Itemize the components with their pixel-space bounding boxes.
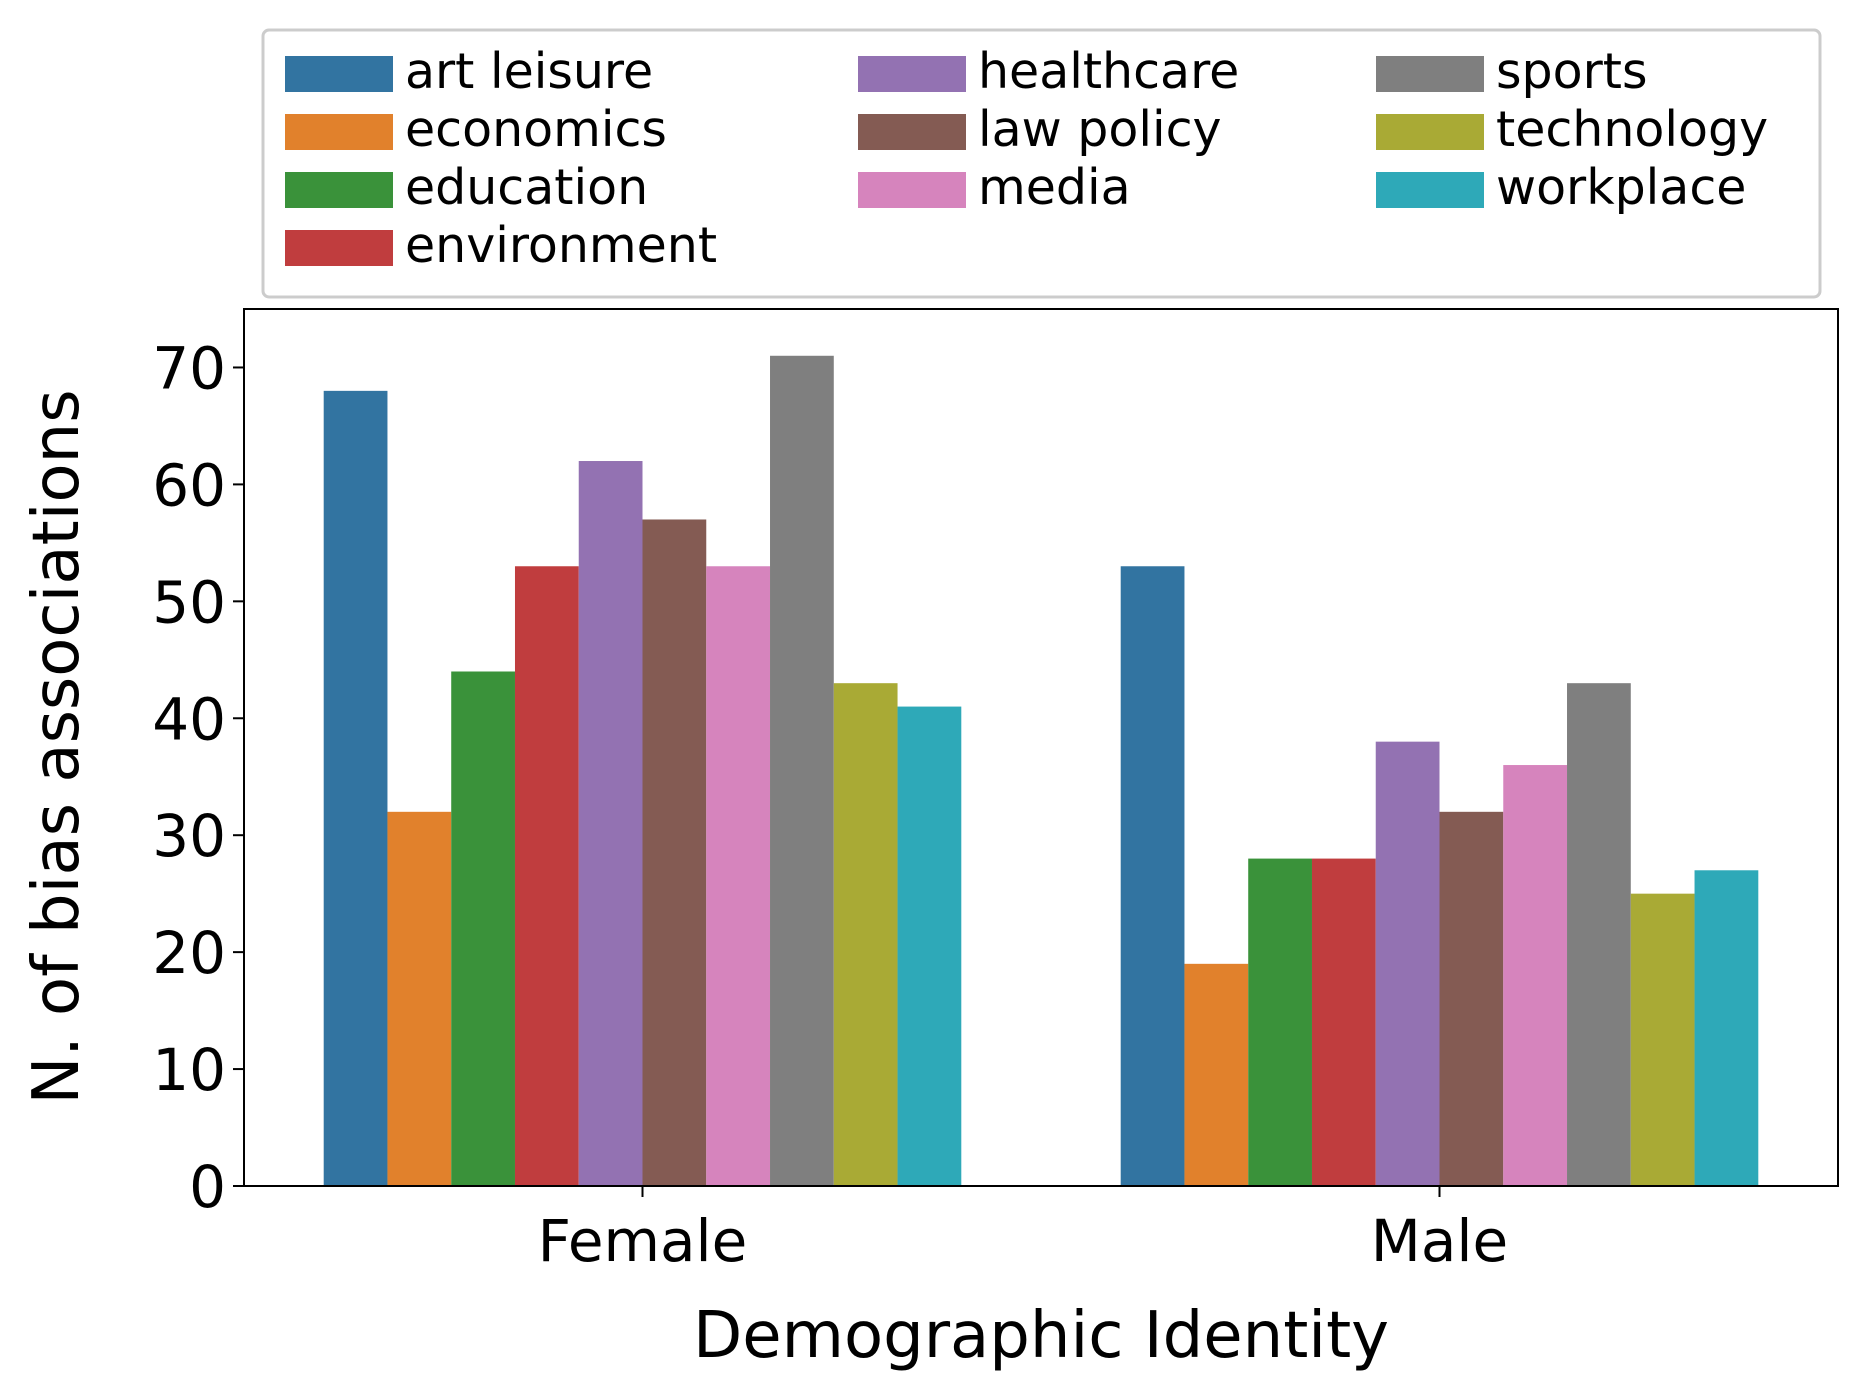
plot-frame bbox=[243, 308, 1839, 1187]
legend-swatch bbox=[1376, 172, 1484, 208]
bar-male-law-policy bbox=[1439, 811, 1504, 1186]
bar-female-economics bbox=[387, 811, 452, 1186]
bar-male-art-leisure bbox=[1120, 566, 1185, 1186]
legend-swatch bbox=[858, 172, 966, 208]
legend-label: sports bbox=[1496, 43, 1648, 100]
legend-label: law policy bbox=[978, 101, 1222, 158]
y-tick-label: 40 bbox=[152, 685, 226, 753]
legend: art leisureeconomicseducationenvironment… bbox=[261, 28, 1822, 299]
legend-item-art-leisure: art leisure bbox=[285, 43, 653, 100]
legend-swatch bbox=[858, 56, 966, 92]
legend-swatch bbox=[285, 56, 393, 92]
y-tick-label: 20 bbox=[152, 919, 226, 987]
legend-label: healthcare bbox=[978, 43, 1239, 100]
bar-male-healthcare bbox=[1375, 741, 1440, 1186]
legend-swatch bbox=[285, 230, 393, 266]
x-axis-label: Demographic Identity bbox=[693, 1299, 1389, 1373]
bar-male-environment bbox=[1311, 858, 1376, 1186]
legend-item-sports: sports bbox=[1376, 43, 1648, 100]
legend-item-education: education bbox=[285, 159, 648, 216]
y-axis-label: N. of bias associations bbox=[20, 389, 94, 1104]
bar-female-workplace bbox=[897, 706, 962, 1186]
y-tick-label: 30 bbox=[152, 802, 226, 870]
bar-female-education bbox=[451, 671, 515, 1186]
bar-female-technology bbox=[833, 683, 898, 1186]
legend-swatch bbox=[1376, 114, 1484, 150]
x-tick-label-female: Female bbox=[538, 1207, 748, 1275]
bar-male-sports bbox=[1567, 683, 1631, 1186]
bars bbox=[323, 355, 1759, 1187]
legend-label: art leisure bbox=[405, 43, 653, 100]
bar-female-environment bbox=[514, 566, 579, 1186]
legend-label: economics bbox=[405, 101, 667, 158]
legend-item-technology: technology bbox=[1376, 101, 1768, 158]
x-tick-label-male: Male bbox=[1371, 1207, 1508, 1275]
legend-item-law-policy: law policy bbox=[858, 101, 1222, 158]
bar-female-law-policy bbox=[642, 519, 707, 1186]
y-tick-label: 50 bbox=[152, 568, 226, 636]
bar-male-economics bbox=[1184, 963, 1249, 1186]
legend-item-media: media bbox=[858, 159, 1131, 216]
bar-male-technology bbox=[1630, 893, 1695, 1186]
legend-item-economics: economics bbox=[285, 101, 667, 158]
legend-swatch bbox=[285, 172, 393, 208]
y-tick-label: 10 bbox=[152, 1036, 226, 1104]
legend-label: education bbox=[405, 159, 648, 216]
legend-label: workplace bbox=[1496, 159, 1746, 216]
legend-label: technology bbox=[1496, 101, 1768, 158]
y-tick-label: 70 bbox=[152, 334, 226, 402]
legend-label: media bbox=[978, 159, 1131, 216]
legend-swatch bbox=[285, 114, 393, 150]
legend-item-workplace: workplace bbox=[1376, 159, 1746, 216]
bar-female-sports bbox=[770, 355, 834, 1187]
x-axis: Female Male bbox=[538, 1186, 1508, 1275]
y-tick-label: 0 bbox=[189, 1153, 226, 1221]
bar-female-healthcare bbox=[578, 461, 643, 1187]
bar-male-workplace bbox=[1694, 870, 1759, 1186]
legend-swatch bbox=[1376, 56, 1484, 92]
legend-frame bbox=[261, 28, 1822, 299]
bar-female-media bbox=[706, 566, 771, 1186]
legend-item-healthcare: healthcare bbox=[858, 43, 1239, 100]
bar-male-education bbox=[1248, 858, 1312, 1186]
y-tick-label: 60 bbox=[152, 451, 226, 519]
bar-female-art-leisure bbox=[323, 390, 388, 1186]
y-axis: 0 10 20 30 40 50 60 70 bbox=[152, 334, 244, 1221]
legend-label: environment bbox=[405, 217, 717, 274]
bar-male-media bbox=[1503, 765, 1568, 1186]
legend-item-environment: environment bbox=[285, 217, 717, 274]
legend-swatch bbox=[858, 114, 966, 150]
